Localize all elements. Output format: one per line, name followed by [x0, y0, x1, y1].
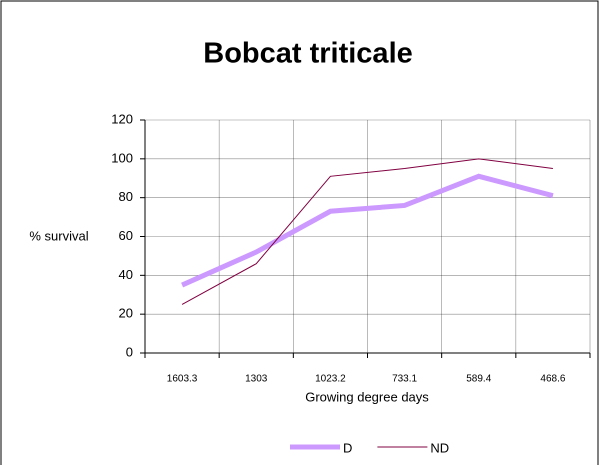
- series-line: [181, 173, 554, 288]
- legend-label: D: [343, 440, 352, 455]
- x-tick-label: 1023.2: [315, 374, 346, 385]
- y-tick-label: 80: [119, 189, 133, 204]
- y-axis-label: % survival: [29, 228, 88, 243]
- legend-label: ND: [430, 440, 449, 455]
- x-tick-label: 468.6: [540, 374, 565, 385]
- x-tick-label: 1303: [245, 374, 268, 385]
- y-tick-label: 40: [119, 267, 133, 282]
- x-tick-label: 733.1: [392, 374, 417, 385]
- y-tick-label: 120: [111, 111, 133, 126]
- y-tick-label: 0: [126, 344, 133, 359]
- x-tick-label: 589.4: [466, 374, 491, 385]
- x-tick-label: 1603.3: [167, 374, 198, 385]
- y-tick-label: 100: [111, 150, 133, 165]
- y-tick-label: 60: [119, 228, 133, 243]
- series-line: [181, 158, 553, 305]
- x-axis-label: Growing degree days: [305, 389, 429, 404]
- chart-title: Bobcat triticale: [203, 38, 413, 70]
- y-tick-label: 20: [119, 306, 133, 321]
